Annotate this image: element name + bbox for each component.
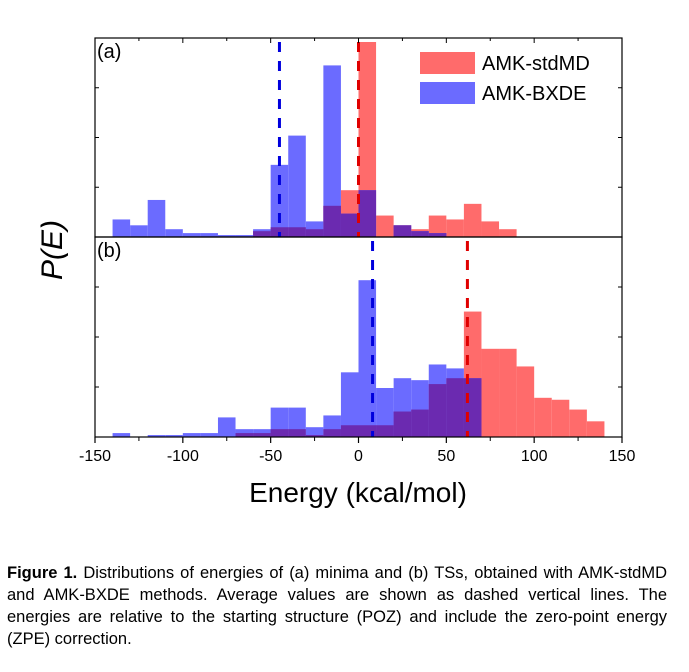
bar-overlap <box>323 429 341 437</box>
x-tick-label: 0 <box>354 448 363 465</box>
legend-swatch <box>420 82 475 104</box>
histogram-figure: (a) AMK-stdMD AMK-BXDE (b) -150 -100 -50 0 50 1… <box>36 37 635 508</box>
bar-overlap <box>340 213 359 237</box>
bar-bxde <box>200 233 218 237</box>
bar-stdmd <box>569 409 587 437</box>
panel-label: (b) <box>97 240 121 262</box>
caption-text: Distributions of energies of (a) minima … <box>7 564 667 648</box>
x-tick-label: -100 <box>167 448 199 465</box>
bar-stdmd <box>481 348 500 437</box>
legend-label: AMK-stdMD <box>482 53 590 75</box>
bar-overlap <box>376 425 394 437</box>
bar-overlap <box>428 384 447 437</box>
bar-overlap <box>463 378 482 437</box>
bar-bxde <box>323 65 341 238</box>
bar-overlap <box>305 435 324 437</box>
bar-overlap <box>270 429 289 437</box>
bar-stdmd <box>499 348 517 437</box>
bar-bxde <box>340 372 359 437</box>
panel-label: (a) <box>97 41 121 63</box>
bar-stdmd <box>428 215 447 237</box>
bar-stdmd <box>376 215 394 237</box>
bar-overlap <box>305 229 324 237</box>
bar-bxde <box>147 199 166 237</box>
bar-stdmd <box>551 399 570 437</box>
x-tick-label: -150 <box>79 448 111 465</box>
bar-overlap <box>235 433 254 437</box>
bar-bxde <box>288 135 306 237</box>
bar-bxde <box>235 235 254 237</box>
bar-bxde <box>305 427 324 437</box>
bar-bxde <box>182 433 201 437</box>
bar-stdmd <box>586 421 605 437</box>
panel-b: (b) <box>94 236 623 438</box>
panel-a: (a) AMK-stdMD AMK-BXDE <box>94 37 623 238</box>
bar-overlap <box>393 411 412 437</box>
bar-stdmd <box>463 203 482 237</box>
bar-stdmd <box>358 42 377 237</box>
x-tick-label: -50 <box>259 448 282 465</box>
bar-bxde <box>200 433 218 437</box>
bar-overlap <box>253 433 271 437</box>
bar-stdmd <box>481 221 500 237</box>
bar-overlap <box>411 409 429 437</box>
bar-overlap <box>411 231 429 237</box>
legend-swatch <box>420 52 475 74</box>
bar-bxde <box>112 433 131 437</box>
bar-overlap <box>323 205 341 237</box>
bar-overlap <box>288 429 306 437</box>
bar-overlap <box>428 233 447 237</box>
figure-caption: Figure 1. Distributions of energies of (… <box>7 562 667 650</box>
axes: -150 -100 -50 0 50 100 150 <box>79 38 635 465</box>
x-tick-label: 100 <box>521 448 548 465</box>
bar-bxde <box>112 219 131 237</box>
bar-overlap <box>288 227 306 237</box>
caption-label: Figure 1. <box>7 564 78 582</box>
bar-stdmd <box>446 219 464 237</box>
bar-bxde <box>376 388 394 437</box>
x-tick-label: 50 <box>437 448 455 465</box>
bar-overlap <box>358 425 377 437</box>
bar-bxde <box>130 225 148 237</box>
y-axis-label: P(E) <box>36 220 69 280</box>
bar-overlap <box>358 190 377 237</box>
bar-stdmd <box>516 366 535 437</box>
bar-bxde <box>165 435 183 437</box>
bar-overlap <box>253 231 271 237</box>
x-axis-label: Energy (kcal/mol) <box>249 477 467 508</box>
bar-overlap <box>446 378 464 437</box>
x-tick-label: 150 <box>609 448 636 465</box>
bar-stdmd <box>499 229 517 237</box>
bar-overlap <box>393 225 412 237</box>
bar-bxde <box>217 417 236 437</box>
bar-bxde <box>182 233 201 237</box>
bar-stdmd <box>534 397 552 437</box>
bar-bxde <box>147 435 166 437</box>
legend-label: AMK-BXDE <box>482 83 586 105</box>
bar-overlap <box>340 425 359 437</box>
bar-bxde <box>217 235 236 237</box>
bar-bxde <box>165 229 183 237</box>
